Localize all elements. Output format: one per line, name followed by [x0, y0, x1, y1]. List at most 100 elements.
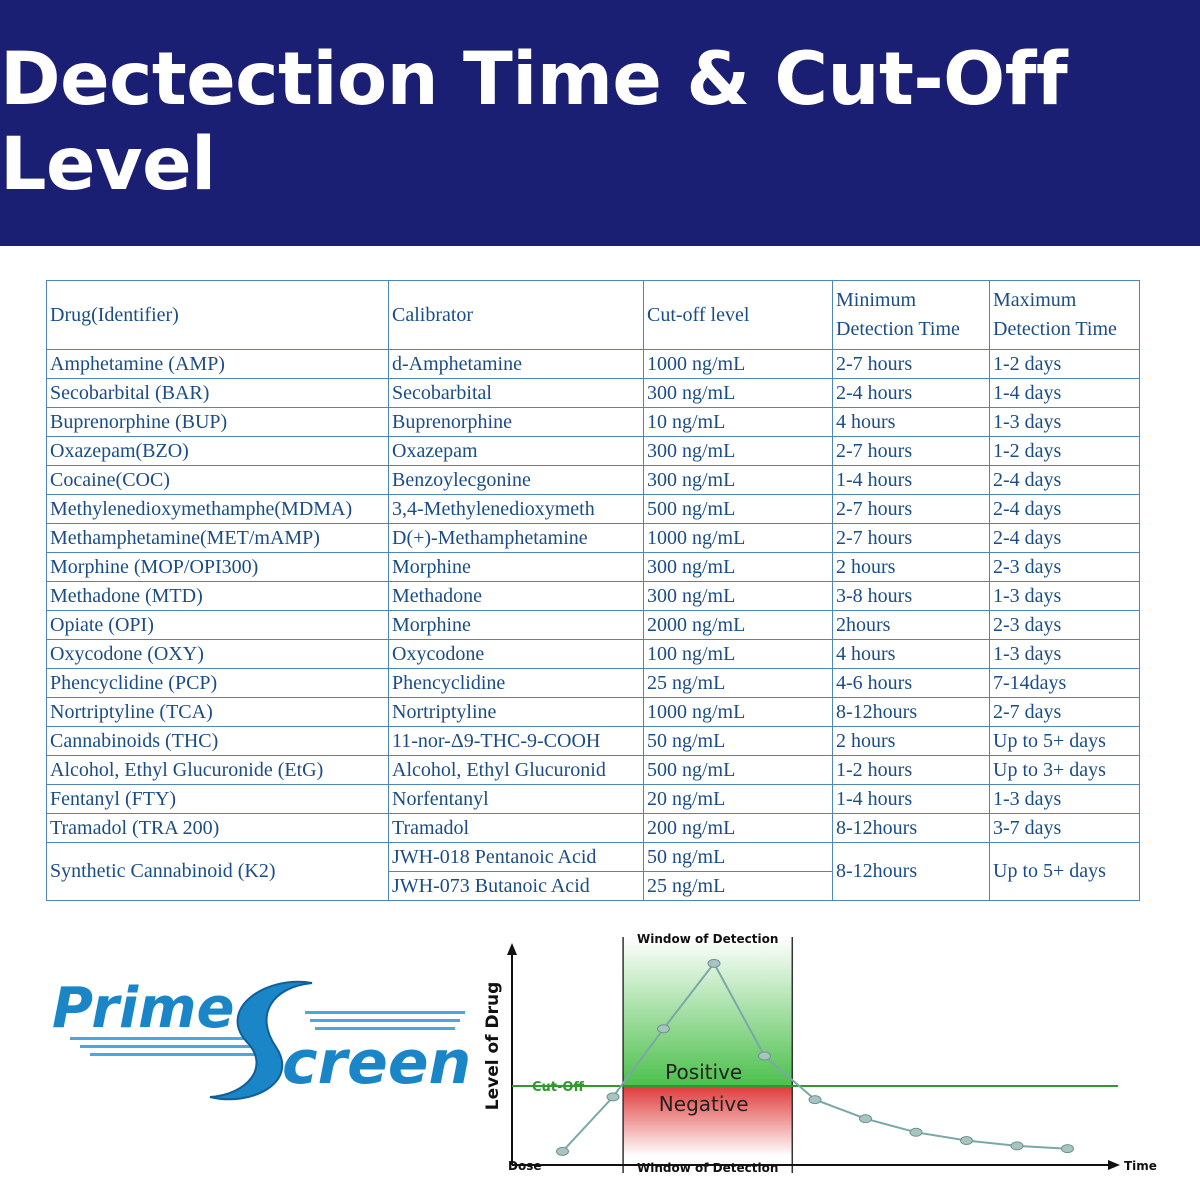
cell-min: 4 hours — [832, 407, 990, 437]
cell-calibrator: Phencyclidine — [388, 668, 644, 698]
cell-max: 7-14days — [989, 668, 1140, 698]
header-max-line1: Maximum — [993, 289, 1077, 311]
cell-drug: Buprenorphine (BUP) — [46, 407, 389, 437]
cell-cutoff: 25 ng/mL — [643, 871, 833, 901]
window-label-bottom: Window of Detection — [637, 1161, 778, 1175]
y-axis-label: Level of Drug — [483, 982, 503, 1110]
cell-cutoff: 300 ng/mL — [643, 378, 833, 408]
table-row: Tramadol (TRA 200) Tramadol 200 ng/mL 8-12h… — [46, 813, 1140, 843]
cell-min: 2-4 hours — [832, 378, 990, 408]
table-row: JWH-073 Butanoic Acid 25 ng/mL — [47, 871, 1140, 901]
window-label-top: Window of Detection — [637, 932, 778, 946]
cell-calibrator: 3,4-Methylenedioxymeth — [388, 494, 644, 524]
cell-drug: Phencyclidine (PCP) — [46, 668, 389, 698]
table-row: Methylenedioxymethamphe(MDMA) 3,4-Methyle… — [46, 494, 1140, 524]
header-max-detection: Maximum Detection Time — [989, 280, 1140, 350]
cell-cutoff: 500 ng/mL — [643, 755, 833, 785]
data-point — [707, 958, 721, 968]
cell-calibrator: Oxycodone — [388, 639, 644, 669]
cell-min: 8-12hours — [832, 842, 990, 901]
cell-max: Up to 5+ days — [989, 726, 1140, 756]
table-row: Fentanyl (FTY) Norfentanyl 20 ng/mL 1-4 hou… — [46, 784, 1140, 814]
cell-max: 2-4 days — [989, 494, 1140, 524]
cell-min: 2 hours — [832, 552, 990, 582]
table-row: Morphine (MOP/OPI300) Morphine 300 ng/mL 2 … — [46, 552, 1140, 582]
header-drug: Drug(Identifier) — [46, 280, 389, 350]
x-axis-label: Time — [1124, 1159, 1157, 1173]
cell-min: 1-4 hours — [832, 465, 990, 495]
cell-calibrator: Morphine — [388, 610, 644, 640]
cell-drug: Methylenedioxymethamphe(MDMA) — [46, 494, 389, 524]
table-row: Nortriptyline (TCA) Nortriptyline 1000 ng/… — [46, 697, 1140, 727]
cell-drug: Tramadol (TRA 200) — [46, 813, 389, 843]
cell-min: 1-4 hours — [832, 784, 990, 814]
table-row: Cocaine(COC) Benzoylecgonine 300 ng/mL 1-4 … — [46, 465, 1140, 495]
cell-calibrator: D(+)-Methamphetamine — [388, 523, 644, 553]
data-points — [556, 958, 1074, 1156]
cell-cutoff: 1000 ng/mL — [643, 349, 833, 379]
table-row: Amphetamine (AMP) d-Amphetamine 1000 ng/mL… — [46, 349, 1140, 379]
cell-min: 2hours — [832, 610, 990, 640]
cell-cutoff: 25 ng/mL — [643, 668, 833, 698]
data-point — [859, 1114, 872, 1124]
cell-calibrator: 11-nor-Δ9-THC-9-COOH — [388, 726, 644, 756]
cell-drug: Oxycodone (OXY) — [46, 639, 389, 669]
header-min-detection: Minimum Detection Time — [832, 280, 990, 350]
detection-window-chart: Level of Drug Time Dose Cut-Off Window o… — [483, 932, 1157, 1175]
cell-drug: Cocaine(COC) — [46, 465, 389, 495]
x-axis-arrow-icon — [1108, 1160, 1120, 1170]
cell-calibrator: d-Amphetamine — [388, 349, 644, 379]
cell-cutoff: 300 ng/mL — [643, 436, 833, 466]
cell-drug: Alcohol, Ethyl Glucuronide (EtG) — [46, 755, 389, 785]
cell-min: 2-7 hours — [832, 494, 990, 524]
header-min-line1: Minimum — [836, 289, 917, 311]
cell-drug: Methamphetamine(MET/mAMP) — [46, 523, 389, 553]
cell-cutoff: 50 ng/mL — [643, 726, 833, 756]
cell-drug: Fentanyl (FTY) — [46, 784, 389, 814]
cell-calibrator: Methadone — [388, 581, 644, 611]
cell-max: 2-4 days — [989, 465, 1140, 495]
negative-region — [623, 1085, 793, 1156]
cell-calibrator: JWH-073 Butanoic Acid — [388, 871, 644, 901]
data-point — [1061, 1144, 1074, 1154]
cell-min: 2 hours — [832, 726, 990, 756]
cell-max: 1-3 days — [989, 407, 1140, 437]
header-min-line2: Detection Time — [836, 318, 960, 340]
cell-max: 1-3 days — [989, 581, 1140, 611]
cell-drug: Nortriptyline (TCA) — [46, 697, 389, 727]
cell-max: 2-3 days — [989, 610, 1140, 640]
cell-max: Up to 5+ days — [989, 842, 1140, 901]
cell-calibrator: Secobarbital — [388, 378, 644, 408]
table-header-row: Drug(Identifier) Calibrator Cut-off leve… — [46, 280, 1140, 350]
cell-cutoff: 2000 ng/mL — [643, 610, 833, 640]
logo-word-creen: creen — [282, 1028, 470, 1098]
cell-drug: Cannabinoids (THC) — [46, 726, 389, 756]
positive-region — [623, 937, 793, 1086]
data-point — [909, 1127, 923, 1137]
data-point — [657, 1024, 670, 1034]
header-calibrator: Calibrator — [388, 280, 644, 350]
cell-min: 4 hours — [832, 639, 990, 669]
table-row: Oxazepam(BZO) Oxazepam 300 ng/mL 2-7 hours 1… — [46, 436, 1140, 466]
cell-drug: Synthetic Cannabinoid (K2) — [46, 842, 389, 901]
cell-drug: Amphetamine (AMP) — [46, 349, 389, 379]
cell-min: 4-6 hours — [832, 668, 990, 698]
title-banner: Dectection Time & Cut-Off Level — [0, 0, 1200, 246]
cell-min: 2-7 hours — [832, 436, 990, 466]
positive-label: Positive — [665, 1060, 742, 1084]
cell-min: 1-2 hours — [832, 755, 990, 785]
cell-min: 2-7 hours — [832, 349, 990, 379]
cell-min: 8-12hours — [832, 813, 990, 843]
cell-drug: Methadone (MTD) — [46, 581, 389, 611]
cell-cutoff: 1000 ng/mL — [643, 523, 833, 553]
cell-calibrator: Morphine — [388, 552, 644, 582]
cell-cutoff: 10 ng/mL — [643, 407, 833, 437]
cell-calibrator: Norfentanyl — [388, 784, 644, 814]
table-row: Buprenorphine (BUP) Buprenorphine 10 ng/mL… — [46, 407, 1140, 437]
table-row: Oxycodone (OXY) Oxycodone 100 ng/mL 4 hours… — [46, 639, 1140, 669]
data-point — [1010, 1141, 1024, 1151]
cell-calibrator: Nortriptyline — [388, 697, 644, 727]
cell-max: 1-3 days — [989, 784, 1140, 814]
table-row: Methamphetamine(MET/mAMP) D(+)-Methamphet… — [46, 523, 1140, 553]
table-row: Alcohol, Ethyl Glucuronide (EtG) Alcohol,… — [46, 755, 1140, 785]
